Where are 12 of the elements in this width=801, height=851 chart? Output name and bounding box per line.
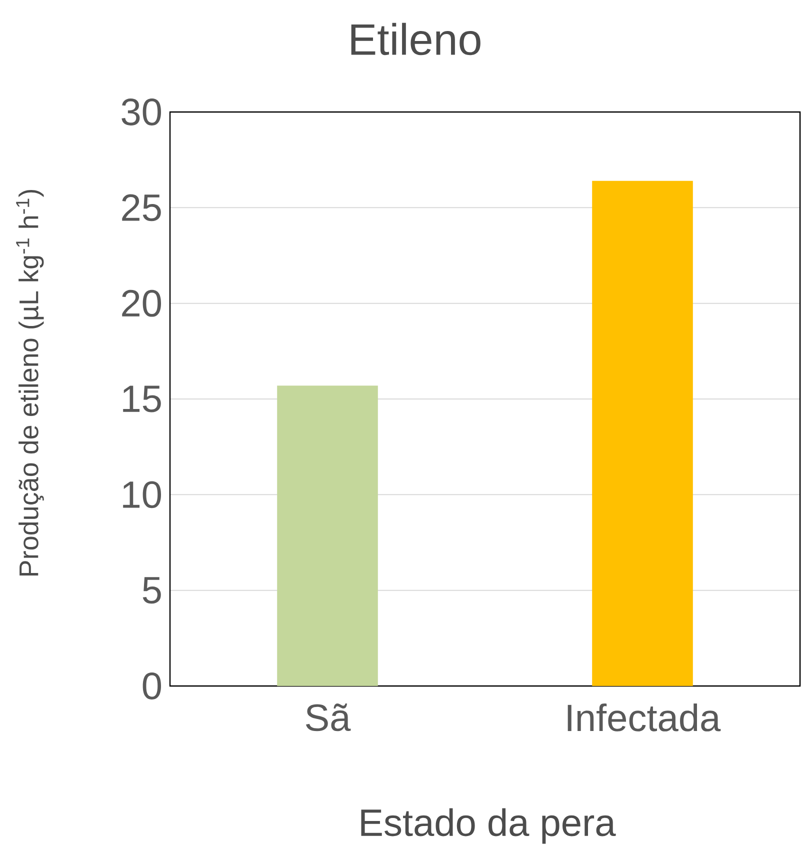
x-axis-title: Estado da pera <box>361 808 616 844</box>
x-tick-label: Sã <box>306 704 351 732</box>
y-tick-label: 15 <box>123 386 161 412</box>
y-axis-title: Produção de etileno (µL kg$^{-1}$ h$^{-1}$) <box>16 190 44 576</box>
y-tick-label: 25 <box>122 194 161 222</box>
y-tick-label: 5 <box>142 577 161 604</box>
chart-title: Etileno <box>351 22 480 56</box>
y-tick-label: 20 <box>122 290 161 317</box>
y-tick-label: 30 <box>122 98 161 126</box>
y-tick-label: 10 <box>123 481 161 508</box>
y-tick-label: 0 <box>142 672 162 700</box>
x-tick-label: Infectada <box>568 704 721 732</box>
